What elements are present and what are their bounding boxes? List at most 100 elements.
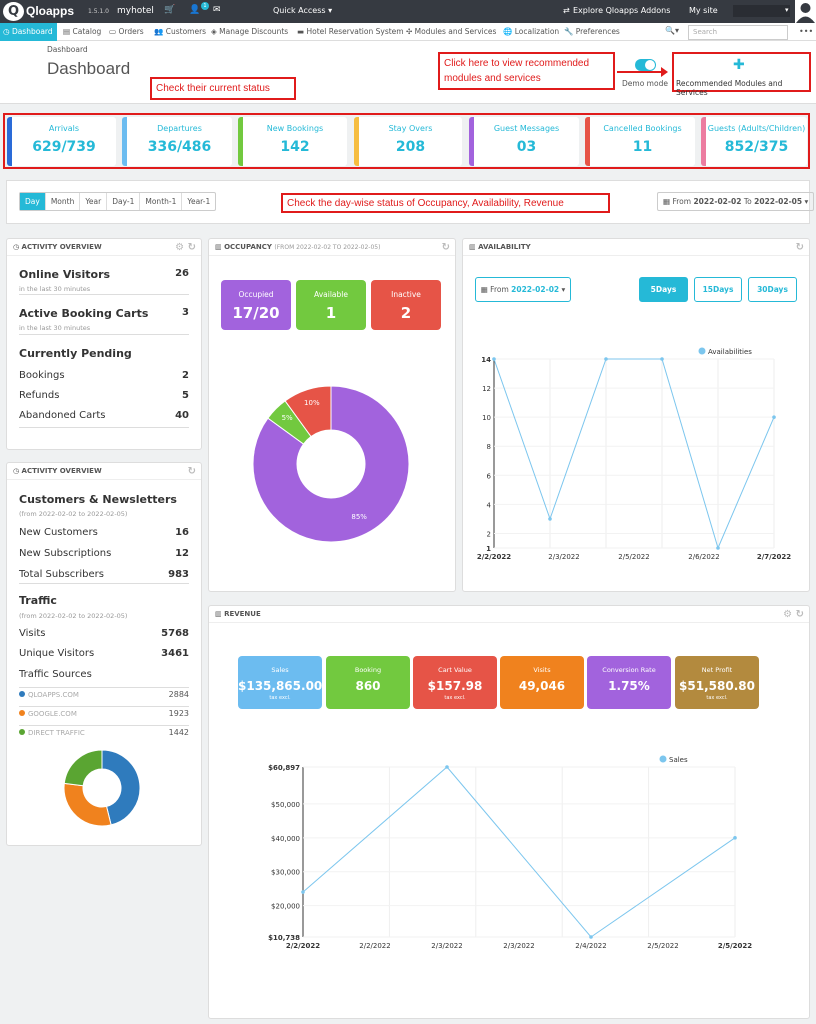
slice-label: 5% [282,414,293,422]
quick-access-menu[interactable]: Quick Access ▾ [273,6,333,15]
revenue-tile[interactable]: Visits 49,046 [500,656,584,709]
online-visitors-value[interactable]: 26 [175,268,189,279]
revenue-tile-value: $135,865.00 [238,679,323,693]
range-5days-button[interactable]: 5Days [639,277,688,302]
user-dropdown-caret-icon[interactable]: ▾ [785,6,789,14]
menu-item-catalog[interactable]: ▤ Catalog [63,27,102,36]
online-visitors-sub: in the last 30 minutes [19,285,91,293]
period-day-button[interactable]: Day [20,193,46,210]
traffic-source-item[interactable]: DIRECT TRAFFIC [19,729,85,737]
date-range-picker[interactable]: ▦ From 2022-02-02 To 2022-02-05 ▾ [657,192,815,211]
menu-item-manage-discounts[interactable]: ◈ Manage Discounts [211,27,289,36]
data-point[interactable] [301,890,305,894]
refresh-icon[interactable]: ↻ [795,609,804,620]
kpi-card[interactable]: Arrivals 629/739 [7,117,116,166]
avatar[interactable] [795,0,816,23]
data-point[interactable] [716,546,720,550]
period-month-minus-button[interactable]: Month-1 [140,193,183,210]
donut-slice[interactable] [63,782,112,827]
menu-item-hotel-reservation[interactable]: ▬ Hotel Reservation System [297,27,404,36]
traffic-source-item[interactable]: QLOAPPS.COM [19,691,79,699]
traffic-source-item[interactable]: GOOGLE.COM [19,710,77,718]
kpi-card[interactable]: New Bookings 142 [238,117,347,166]
revenue-tile[interactable]: Sales $135,865.00 tax excl. [238,656,322,709]
donut-slice[interactable] [252,385,410,543]
revenue-tile[interactable]: Net Profit $51,580.80 tax excl. [675,656,759,709]
donut-slice[interactable] [101,749,141,826]
menu-item-dashboard[interactable]: ◷ Dashboard [0,23,57,41]
data-point[interactable] [589,935,593,939]
refresh-icon[interactable]: ↻ [187,466,196,477]
abandoned-carts-value[interactable]: 40 [175,410,189,421]
new-subscriptions-value[interactable]: 12 [175,548,189,559]
refresh-icon[interactable]: ↻ [187,242,196,253]
legend-swatch [659,755,667,763]
puzzle-piece-icon[interactable]: ✚ [733,57,745,73]
visits-value[interactable]: 5768 [161,628,189,639]
data-point[interactable] [772,415,776,419]
occupancy-box[interactable]: Available 1 [296,280,366,330]
menu-label: Orders [118,27,144,36]
menu-item-preferences[interactable]: 🔧 Preferences [564,27,620,36]
kpi-card[interactable]: Stay Overs 208 [354,117,462,166]
occupancy-box[interactable]: Inactive 2 [371,280,441,330]
range-30days-button[interactable]: 30Days [748,277,797,302]
explore-addons-link[interactable]: Explore Qloapps Addons [573,6,671,15]
occupancy-box[interactable]: Occupied 17/20 [221,280,291,330]
kpi-card[interactable]: Guests (Adults/Children) 852/375 [701,117,807,166]
demo-mode-toggle[interactable] [635,59,656,71]
search-icon[interactable]: 🔍▾ [665,26,679,35]
menu-item-orders[interactable]: ▭ Orders [109,27,144,36]
data-point[interactable] [548,517,552,521]
gear-icon[interactable]: ⚙ [783,609,793,620]
data-point[interactable] [660,357,664,361]
donut-slice[interactable] [284,385,332,438]
user-menu[interactable] [733,5,790,17]
donut-slice[interactable] [63,749,103,787]
availability-date-picker[interactable]: ▦ From 2022-02-02 ▾ [475,277,571,302]
legend-swatch [698,347,706,355]
qloapps-logo-icon[interactable]: Q [3,2,24,21]
refresh-icon[interactable]: ↻ [441,242,450,253]
period-year-button[interactable]: Year [80,193,108,210]
menu-item-modules[interactable]: ✣ Modules and Services [406,27,497,36]
gear-icon[interactable]: ⚙ [175,242,185,253]
breadcrumb[interactable]: Dashboard [47,45,88,54]
period-day-minus-button[interactable]: Day-1 [107,193,141,210]
range-15days-button[interactable]: 15Days [694,277,742,302]
unique-visitors-value[interactable]: 3461 [161,648,189,659]
data-point[interactable] [445,765,449,769]
kpi-card[interactable]: Cancelled Bookings 11 [585,117,695,166]
my-site-link[interactable]: My site [689,6,718,15]
source-name: GOOGLE.COM [28,710,77,718]
period-year-minus-button[interactable]: Year-1 [187,197,211,206]
kpi-card[interactable]: Departures 336/486 [122,117,232,166]
data-point[interactable] [733,836,737,840]
kpi-card[interactable]: Guest Messages 03 [469,117,579,166]
shop-name[interactable]: myhotel [117,6,154,16]
recommended-modules-button[interactable]: Recommended Modules and Services [676,79,783,97]
data-point[interactable] [604,357,608,361]
new-customers-value[interactable]: 16 [175,527,189,538]
revenue-tile[interactable]: Conversion Rate 1.75% [587,656,671,709]
more-options-icon[interactable]: ••• [799,27,814,36]
revenue-tile[interactable]: Cart Value $157.98 tax excl. [413,656,497,709]
data-point[interactable] [492,357,496,361]
pending-refunds-value[interactable]: 5 [182,390,189,401]
active-carts-value[interactable]: 3 [182,307,189,318]
avatar-silhouette-icon [796,3,815,23]
brand-name[interactable]: Qloapps [26,4,75,18]
search-input[interactable]: Search [688,25,788,40]
occupancy-donut: 85% 5% 10% [252,385,410,543]
pending-bookings-value[interactable]: 2 [182,370,189,381]
cart-icon[interactable]: 🛒 [164,5,176,15]
revenue-tile[interactable]: Booking 860 [326,656,410,709]
period-month-button[interactable]: Month [46,193,81,210]
menu-item-localization[interactable]: 🌐 Localization [503,27,560,36]
from-date: 2022-02-02 [693,197,742,206]
total-subscribers-value[interactable]: 983 [168,569,189,580]
refresh-icon[interactable]: ↻ [795,242,804,253]
mail-icon[interactable]: ✉ [213,5,221,15]
user-notification-icon[interactable]: 👤 [189,5,201,15]
menu-item-customers[interactable]: 👥 Customers [154,27,207,36]
